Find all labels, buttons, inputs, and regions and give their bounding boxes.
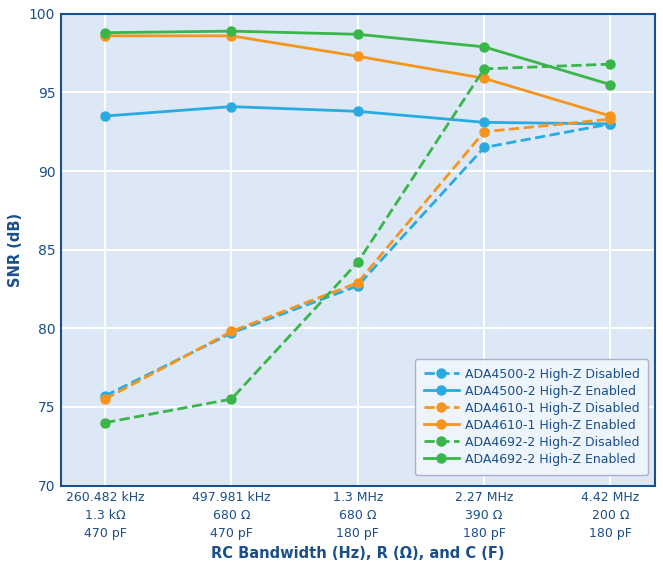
ADA4692-2 High-Z Enabled [607, 81, 615, 88]
ADA4610-1 High-Z Disabled [480, 129, 488, 135]
Line: ADA4692-2 High-Z Enabled: ADA4692-2 High-Z Enabled [101, 27, 615, 89]
ADA4500-2 High-Z Disabled [227, 329, 235, 336]
ADA4692-2 High-Z Disabled [227, 395, 235, 402]
ADA4692-2 High-Z Disabled [354, 259, 362, 266]
Line: ADA4500-2 High-Z Disabled: ADA4500-2 High-Z Disabled [101, 119, 615, 401]
ADA4500-2 High-Z Disabled [354, 282, 362, 289]
X-axis label: RC Bandwidth (Hz), R (Ω), and C (F): RC Bandwidth (Hz), R (Ω), and C (F) [211, 546, 505, 560]
ADA4610-1 High-Z Disabled [101, 395, 109, 402]
Line: ADA4610-1 High-Z Enabled: ADA4610-1 High-Z Enabled [101, 31, 615, 121]
ADA4500-2 High-Z Disabled [480, 144, 488, 151]
ADA4500-2 High-Z Enabled [607, 121, 615, 127]
ADA4610-1 High-Z Enabled [227, 32, 235, 39]
ADA4692-2 High-Z Enabled [101, 29, 109, 36]
Y-axis label: SNR (dB): SNR (dB) [9, 213, 23, 287]
ADA4500-2 High-Z Enabled [101, 113, 109, 119]
ADA4692-2 High-Z Disabled [607, 61, 615, 68]
ADA4692-2 High-Z Disabled [101, 419, 109, 426]
Line: ADA4500-2 High-Z Enabled: ADA4500-2 High-Z Enabled [101, 102, 615, 129]
ADA4610-1 High-Z Enabled [101, 32, 109, 39]
ADA4610-1 High-Z Disabled [227, 328, 235, 335]
ADA4500-2 High-Z Enabled [227, 103, 235, 110]
ADA4500-2 High-Z Disabled [607, 121, 615, 127]
ADA4610-1 High-Z Disabled [354, 279, 362, 286]
ADA4500-2 High-Z Disabled [101, 393, 109, 399]
ADA4692-2 High-Z Enabled [354, 31, 362, 38]
ADA4610-1 High-Z Enabled [607, 113, 615, 119]
Line: ADA4692-2 High-Z Disabled: ADA4692-2 High-Z Disabled [101, 60, 615, 427]
ADA4500-2 High-Z Enabled [354, 108, 362, 115]
ADA4692-2 High-Z Enabled [227, 28, 235, 35]
ADA4692-2 High-Z Disabled [480, 65, 488, 72]
ADA4610-1 High-Z Enabled [480, 75, 488, 82]
ADA4692-2 High-Z Enabled [480, 43, 488, 50]
ADA4500-2 High-Z Enabled [480, 119, 488, 126]
ADA4610-1 High-Z Enabled [354, 53, 362, 60]
Legend: ADA4500-2 High-Z Disabled, ADA4500-2 High-Z Enabled, ADA4610-1 High-Z Disabled, : ADA4500-2 High-Z Disabled, ADA4500-2 Hig… [415, 359, 648, 475]
ADA4610-1 High-Z Disabled [607, 116, 615, 122]
Line: ADA4610-1 High-Z Disabled: ADA4610-1 High-Z Disabled [101, 115, 615, 403]
